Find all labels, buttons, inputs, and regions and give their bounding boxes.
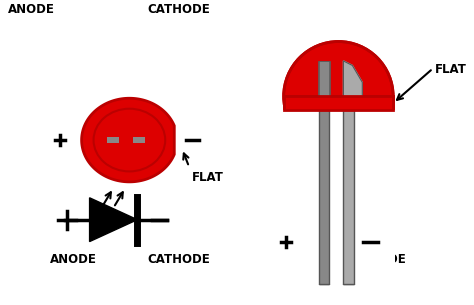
Text: FLAT: FLAT — [435, 63, 467, 77]
Bar — [318, 61, 330, 110]
Bar — [319, 110, 329, 284]
Ellipse shape — [283, 41, 393, 151]
Polygon shape — [90, 198, 137, 242]
Bar — [319, 110, 329, 284]
Bar — [343, 110, 355, 284]
Text: CATHODE: CATHODE — [343, 253, 406, 266]
Text: CATHODE: CATHODE — [147, 3, 210, 16]
Bar — [283, 96, 393, 284]
Polygon shape — [82, 98, 174, 182]
Text: ANODE: ANODE — [8, 3, 55, 16]
Polygon shape — [343, 61, 362, 110]
Bar — [282, 110, 395, 284]
Text: FLAT: FLAT — [192, 171, 224, 184]
Bar — [108, 137, 119, 143]
Bar — [319, 61, 329, 110]
Bar — [343, 110, 355, 284]
Bar — [283, 96, 393, 110]
Bar — [283, 96, 393, 110]
Text: ANODE: ANODE — [283, 253, 330, 266]
Bar — [133, 137, 146, 143]
Text: CATHODE: CATHODE — [147, 253, 210, 266]
Text: ANODE: ANODE — [50, 253, 97, 266]
